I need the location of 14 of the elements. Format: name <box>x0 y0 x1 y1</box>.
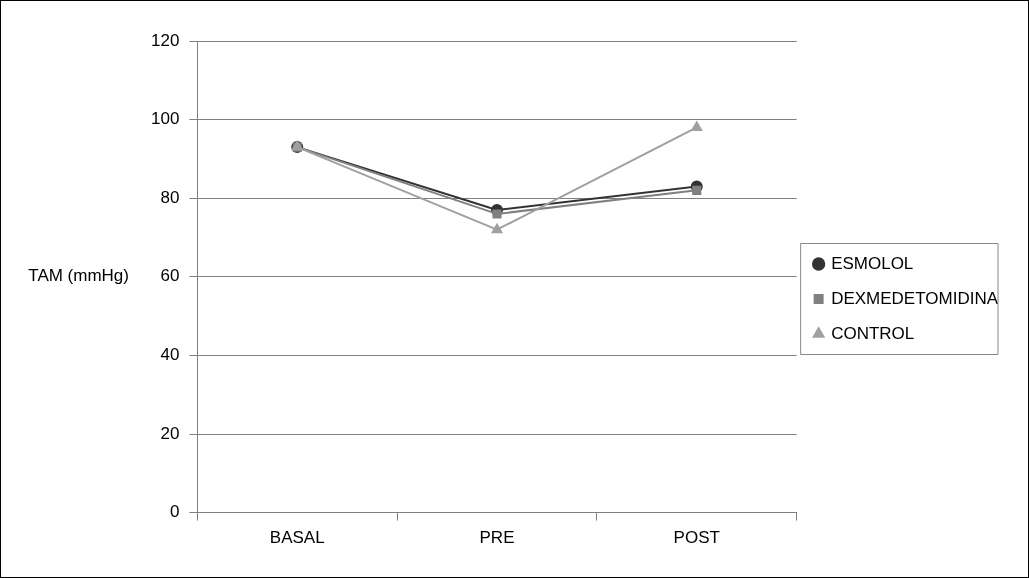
legend-label: CONTROL <box>831 323 915 343</box>
y-tick-label: 40 <box>160 345 180 365</box>
x-tick-label: PRE <box>479 528 515 548</box>
y-tick-label: 100 <box>150 109 180 129</box>
x-tick-label: POST <box>673 528 720 548</box>
y-tick-label: 80 <box>160 187 180 207</box>
x-tick-label: BASAL <box>269 528 325 548</box>
y-axis-title: TAM (mmHg) <box>28 266 129 286</box>
y-tick-label: 20 <box>160 423 180 443</box>
legend-label: ESMOLOL <box>831 253 914 273</box>
y-tick-label: 0 <box>169 502 180 522</box>
legend-label: DEXMEDETOMIDINA <box>831 288 999 308</box>
y-tick-label: 60 <box>160 266 180 286</box>
y-tick-label: 120 <box>150 30 180 50</box>
